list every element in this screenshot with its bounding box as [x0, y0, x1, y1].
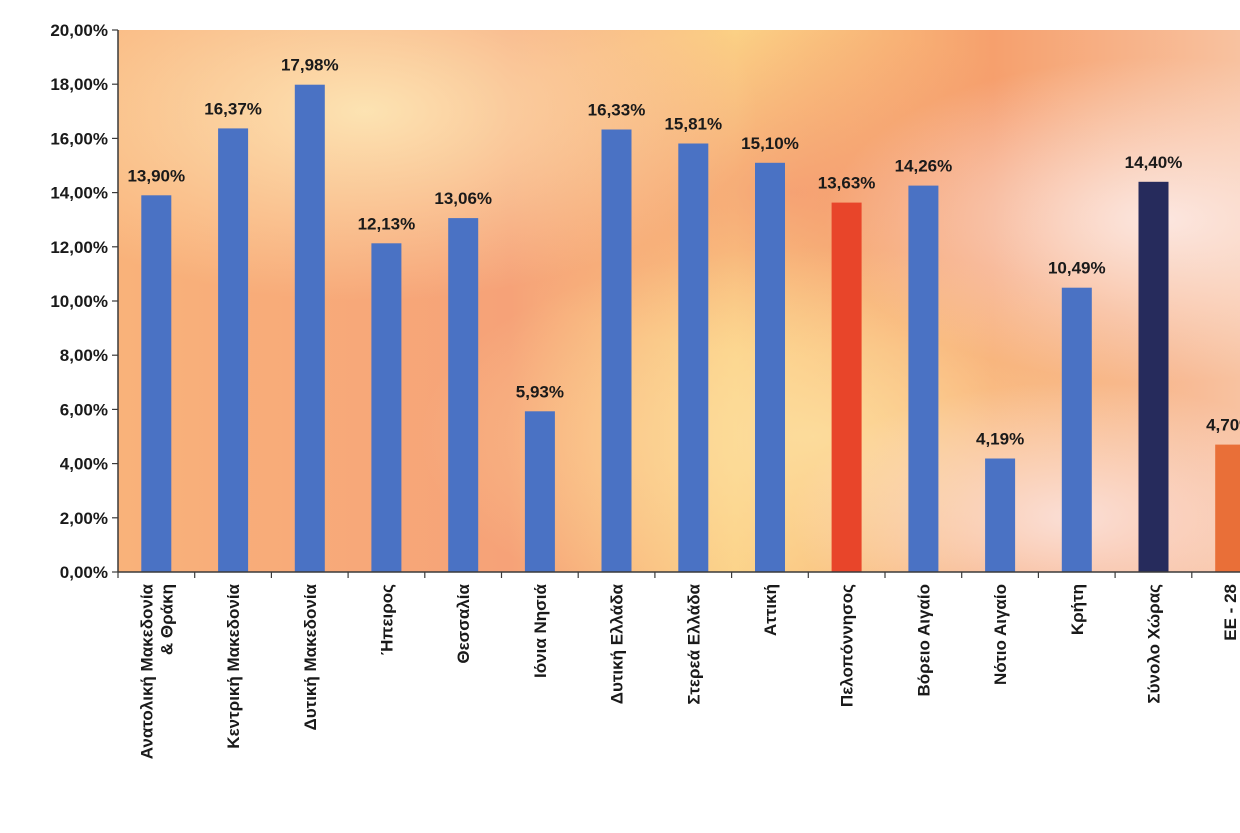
bar — [371, 243, 402, 573]
data-label: 14,40% — [1125, 153, 1183, 172]
x-tick-label-line: Πελοπόννησος — [838, 584, 857, 707]
bar — [831, 202, 862, 572]
data-label: 13,90% — [127, 166, 185, 185]
x-tick-label-line: ΕΕ - 28 — [1221, 584, 1240, 641]
bar — [601, 129, 632, 572]
x-tick-label-line: Στερεά Ελλάδα — [684, 583, 703, 704]
x-axis-ticks: Ανατολική Μακεδονία & Θράκη Κεντρική Μακεδ… — [117, 572, 1240, 759]
x-tick-label: ΕΕ - 28 — [1221, 584, 1240, 641]
data-label: 13,63% — [818, 174, 876, 193]
x-tick-label-line: Κεντρική Μακεδονία — [224, 583, 243, 748]
x-tick-label: Θεσσαλία — [454, 583, 473, 663]
data-label: 16,33% — [588, 101, 646, 120]
data-label: 14,26% — [895, 157, 953, 176]
data-label: 4,70% — [1206, 416, 1240, 435]
bar — [294, 84, 325, 572]
x-tick-label-line: Αττική — [761, 584, 780, 636]
x-tick-label-line: Ανατολική Μακεδονία — [137, 583, 156, 759]
x-tick-label: Πελοπόννησος — [838, 584, 857, 707]
data-label: 15,10% — [741, 134, 799, 153]
y-tick-label: 16,00% — [50, 129, 108, 148]
x-tick-label: Νότιο Αιγαίο — [991, 584, 1010, 685]
x-tick-label-line: Ιόνια Νησιά — [531, 583, 550, 677]
data-label: 16,37% — [204, 99, 262, 118]
bar — [1215, 444, 1240, 572]
y-tick-label: 14,00% — [50, 184, 108, 203]
bar — [141, 195, 172, 573]
y-tick-label: 4,00% — [60, 455, 108, 474]
x-tick-label-line: & Θράκη — [157, 584, 176, 655]
x-tick-label-line: Θεσσαλία — [454, 583, 473, 663]
x-tick-label-line: Σύνολο Χώρας — [1145, 584, 1164, 704]
x-tick-label-line: Κρήτη — [1068, 584, 1087, 635]
x-tick-label-line: Βόρειο Αιγαίο — [914, 584, 933, 696]
bars-layer — [141, 84, 1240, 573]
x-tick-label-line: Δυτική Μακεδονία — [301, 583, 320, 730]
y-axis-ticks: 0,00% 2,00% 4,00% 6,00% 8,00% 10,00% 12,00% 14,… — [50, 21, 118, 582]
data-label: 5,93% — [516, 382, 564, 401]
x-tick-label-line: Δυτική Ελλάδα — [608, 583, 627, 704]
data-label: 12,13% — [358, 214, 416, 233]
y-tick-label: 8,00% — [60, 346, 108, 365]
y-tick-label: 20,00% — [50, 21, 108, 40]
bar — [1138, 181, 1169, 573]
x-tick-label: Αττική — [761, 584, 780, 636]
x-tick-label-line: Νότιο Αιγαίο — [991, 584, 1010, 685]
x-tick-label: Κρήτη — [1068, 584, 1087, 635]
y-tick-label: 2,00% — [60, 509, 108, 528]
data-label: 15,81% — [664, 115, 722, 134]
bar — [755, 162, 785, 573]
x-tick-label: Ήπειρος — [377, 584, 396, 655]
x-tick-label: Σύνολο Χώρας — [1145, 584, 1164, 704]
bar — [524, 411, 555, 572]
x-tick-label: Ανατολική Μακεδονία & Θράκη — [137, 583, 176, 759]
x-tick-label-line: Ήπειρος — [377, 584, 396, 655]
y-tick-label: 10,00% — [50, 292, 108, 311]
x-tick-label: Κεντρική Μακεδονία — [224, 583, 243, 748]
y-tick-label: 12,00% — [50, 238, 108, 257]
x-tick-label: Στερεά Ελλάδα — [684, 583, 703, 704]
x-tick-label: Βόρειο Αιγαίο — [914, 584, 933, 696]
bar — [218, 128, 249, 572]
bar — [908, 185, 939, 572]
bar — [1061, 287, 1092, 572]
y-tick-label: 6,00% — [60, 400, 108, 419]
data-label: 17,98% — [281, 56, 339, 75]
x-tick-label: Δυτική Μακεδονία — [301, 583, 320, 730]
y-tick-label: 18,00% — [50, 75, 108, 94]
data-label: 13,06% — [434, 189, 492, 208]
data-label: 10,49% — [1048, 259, 1106, 278]
bar — [678, 143, 709, 572]
data-labels: 13,90% 16,37% 17,98% 12,13% 13,06% 5,93% 16,33… — [127, 56, 1240, 449]
x-tick-label: Ιόνια Νησιά — [531, 583, 550, 677]
data-label: 4,19% — [976, 430, 1024, 449]
bar — [985, 458, 1016, 572]
y-tick-label: 0,00% — [60, 563, 108, 582]
bar — [448, 218, 479, 572]
x-tick-label: Δυτική Ελλάδα — [608, 583, 627, 704]
